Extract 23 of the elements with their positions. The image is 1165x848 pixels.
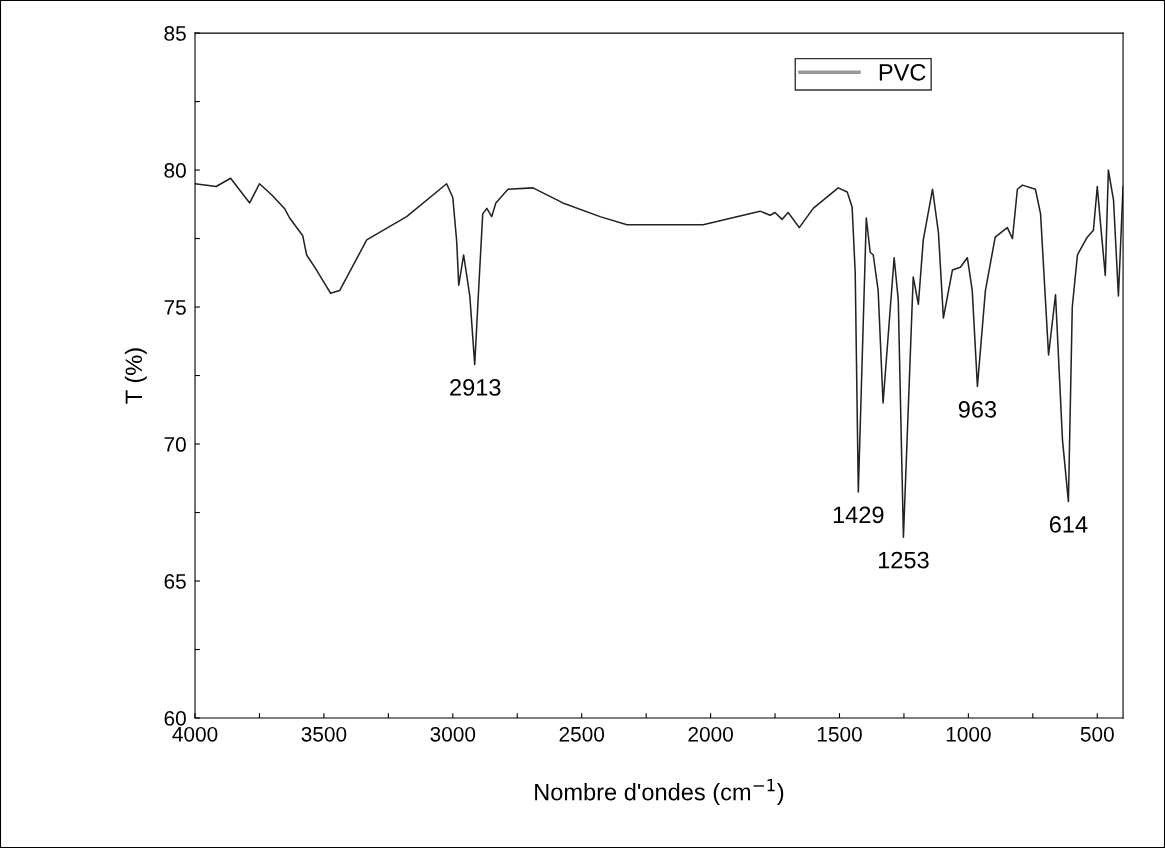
x-tick-label: 4000 (172, 726, 218, 742)
y-tick-label: 70 (164, 437, 186, 452)
x-tick-label: 1000 (946, 726, 991, 742)
y-tick-label: 65 (164, 574, 186, 589)
y-tick-label: 80 (164, 163, 186, 178)
annotation: 614 (1049, 516, 1088, 533)
annotation: 1429 (833, 506, 884, 524)
x-tick-label: 3500 (301, 726, 347, 742)
annotation: 2913 (450, 379, 501, 396)
y-tick-label: 75 (164, 300, 186, 315)
y-axis-title: T (%) (124, 348, 147, 404)
annotation: 1253 (878, 551, 929, 569)
y-tick-label: 85 (164, 26, 186, 41)
line-series (195, 169, 1124, 538)
y-tick-label: 60 (164, 711, 186, 726)
x-tick-label: 3000 (430, 726, 476, 742)
text: PVC (879, 63, 926, 81)
annotation: 963 (958, 401, 997, 418)
x-axis-title: Nombre d'ondes (cm$^{−1}$) (535, 779, 784, 806)
x-tick-label: 500 (1080, 726, 1114, 742)
x-tick-label: 2000 (688, 726, 733, 742)
x-tick-label: 2500 (559, 726, 605, 742)
x-tick-label: 1500 (817, 726, 862, 742)
